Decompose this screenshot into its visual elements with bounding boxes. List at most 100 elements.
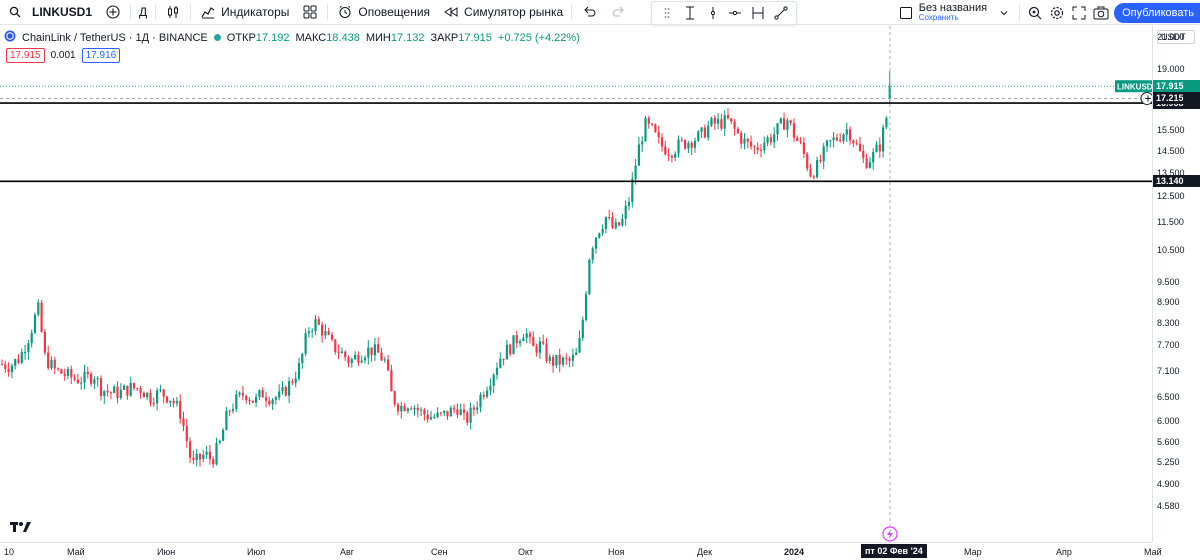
candle-body bbox=[192, 457, 195, 461]
candle-body bbox=[588, 259, 591, 294]
indicators-label: Индикаторы bbox=[221, 5, 290, 19]
candle-body bbox=[10, 365, 13, 373]
candle-body bbox=[885, 117, 888, 128]
candle-body bbox=[535, 346, 538, 353]
candle-body bbox=[469, 407, 472, 423]
redo-button[interactable] bbox=[604, 0, 634, 25]
layout-name[interactable]: Без названия Сохранить bbox=[918, 1, 988, 23]
candle-body bbox=[627, 201, 631, 206]
candle-body bbox=[779, 118, 782, 124]
gear-icon[interactable] bbox=[1048, 4, 1066, 22]
trend-line-icon[interactable] bbox=[772, 4, 790, 22]
candle-body bbox=[690, 142, 693, 148]
replay-button[interactable]: Симулятор рынка bbox=[436, 0, 569, 25]
candle-body bbox=[657, 132, 660, 138]
tradingview-logo[interactable] bbox=[10, 520, 32, 539]
chevron-down-icon[interactable] bbox=[995, 4, 1013, 22]
toolbar-divider bbox=[190, 4, 192, 20]
chart-type-button[interactable] bbox=[158, 0, 188, 25]
candle-body bbox=[878, 144, 881, 152]
compare-button[interactable] bbox=[98, 0, 128, 25]
candle-body bbox=[839, 139, 842, 142]
candle-body bbox=[410, 408, 413, 410]
buy-button[interactable]: 17.916 bbox=[81, 48, 121, 63]
layout-title: Без названия bbox=[918, 1, 988, 14]
quick-search-icon[interactable] bbox=[1026, 4, 1044, 22]
layout-save-link[interactable]: Сохранить bbox=[918, 12, 959, 22]
sell-button[interactable]: 17.915 bbox=[6, 48, 45, 63]
alerts-button[interactable]: Оповещения bbox=[330, 0, 436, 25]
time-tick-label: 2024 bbox=[784, 547, 805, 557]
candle-body bbox=[439, 412, 442, 414]
price-chart[interactable]: LINKUSDT bbox=[0, 26, 1152, 542]
horizontal-line-icon[interactable] bbox=[726, 4, 744, 22]
candle-body bbox=[278, 391, 281, 398]
candle-body bbox=[334, 339, 337, 352]
candle-body bbox=[555, 354, 558, 366]
indicators-icon bbox=[199, 3, 217, 21]
candle-body bbox=[311, 331, 314, 333]
candle-body bbox=[380, 352, 383, 361]
crosshair-date-label: пт 02 Фев '24 bbox=[861, 544, 927, 558]
candle-body bbox=[637, 144, 640, 166]
candle-body bbox=[202, 454, 205, 460]
price-tick-label: 4.580 bbox=[1157, 501, 1180, 511]
candle-body bbox=[733, 121, 736, 129]
candle-body bbox=[185, 426, 188, 442]
replay-label: Симулятор рынка bbox=[464, 5, 564, 19]
candle-body bbox=[344, 351, 347, 358]
candle-body bbox=[670, 155, 673, 158]
candle-body bbox=[819, 160, 822, 162]
crosshair-add-button[interactable] bbox=[1140, 91, 1152, 105]
candle-body bbox=[697, 131, 700, 141]
spread-value: 0.001 bbox=[50, 50, 76, 61]
candle-body bbox=[548, 356, 551, 361]
candle-body bbox=[561, 357, 565, 365]
candle-body bbox=[453, 407, 456, 410]
lightning-icon[interactable] bbox=[882, 526, 898, 542]
candle-body bbox=[660, 137, 664, 147]
candle-body bbox=[796, 137, 799, 141]
price-scale[interactable]: 21.000 19.000 15.500 14.500 13.500 12.500 11.5… bbox=[1152, 26, 1200, 542]
legend-title[interactable]: ChainLink / TetherUS · 1Д · BINANCE bbox=[22, 31, 208, 44]
candle-body bbox=[354, 354, 357, 360]
time-scale[interactable]: Май Апр Мар 2024 Дек Ноя Окт Сен Авг Июл Июн Май 10 … bbox=[0, 542, 1162, 560]
interval-button[interactable]: Д bbox=[133, 0, 153, 25]
grid-icon bbox=[301, 3, 319, 21]
date-range-icon[interactable] bbox=[749, 4, 767, 22]
candle-body bbox=[753, 146, 756, 148]
candle-body bbox=[479, 394, 482, 408]
publish-button[interactable]: Опубликовать bbox=[1114, 2, 1200, 23]
time-tick-label: Ноя bbox=[608, 547, 625, 557]
text-cursor-icon[interactable] bbox=[681, 4, 699, 22]
undo-button[interactable] bbox=[574, 0, 604, 25]
candle-body bbox=[291, 381, 294, 383]
candle-body bbox=[789, 120, 792, 124]
candle-body bbox=[17, 359, 20, 363]
candle-body bbox=[4, 364, 7, 369]
candle-body bbox=[495, 367, 499, 375]
candle-body bbox=[63, 373, 66, 376]
candle-body bbox=[294, 378, 297, 383]
candle-body bbox=[40, 302, 43, 332]
price-tick-label: 15.500 bbox=[1157, 125, 1185, 135]
candle-body bbox=[396, 404, 400, 412]
camera-icon[interactable] bbox=[1092, 4, 1110, 22]
layouts-button[interactable] bbox=[295, 0, 325, 25]
vertical-line-icon[interactable] bbox=[704, 4, 722, 22]
candle-body bbox=[433, 416, 436, 418]
drag-handle-icon[interactable] bbox=[658, 4, 676, 22]
indicators-button[interactable]: Индикаторы bbox=[193, 0, 295, 25]
fullscreen-icon[interactable] bbox=[1070, 4, 1088, 22]
candle-body bbox=[198, 453, 202, 460]
candle-body bbox=[730, 118, 733, 122]
candle-body bbox=[321, 324, 324, 336]
candle-body bbox=[179, 401, 182, 419]
candle-body bbox=[231, 408, 235, 412]
candle-body bbox=[651, 123, 654, 125]
currency-selector[interactable]: USDT bbox=[1157, 30, 1195, 44]
candle-body bbox=[340, 351, 343, 353]
candle-body bbox=[24, 352, 27, 354]
symbol-search[interactable]: LINKUSD1 bbox=[0, 0, 98, 25]
layout-square-icon[interactable] bbox=[897, 4, 915, 22]
